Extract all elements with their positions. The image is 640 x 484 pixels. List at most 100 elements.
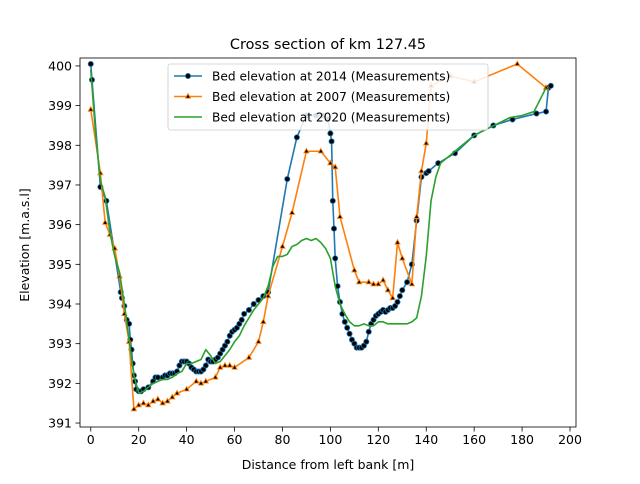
- series-2-point: [192, 377, 200, 384]
- series-2-point: [398, 254, 406, 261]
- series-1-point: [293, 134, 300, 141]
- x-tick-label: 40: [179, 432, 195, 447]
- y-tick-label: 399: [48, 98, 72, 113]
- series-2-point: [413, 212, 420, 219]
- series-2-point: [384, 286, 392, 293]
- series-2-point: [168, 393, 176, 400]
- plot-frame: [79, 57, 577, 428]
- series-2-point: [231, 363, 238, 370]
- series-1-point: [202, 362, 209, 369]
- series-1-point: [394, 299, 401, 306]
- series-1-point: [404, 279, 411, 286]
- series-2-point: [331, 163, 339, 170]
- series-layer: [87, 60, 554, 412]
- y-tick-label: 395: [48, 257, 72, 272]
- series-2-point: [87, 105, 95, 112]
- y-axis-label: Elevation [m.a.s.l]: [17, 188, 32, 302]
- x-tick-label: 140: [414, 432, 438, 447]
- series-2-point: [336, 212, 344, 219]
- series-2-point: [159, 399, 166, 406]
- series-1-point: [425, 168, 432, 175]
- series-2-point: [149, 397, 157, 404]
- series-2-point: [288, 209, 296, 215]
- series-2-point: [202, 377, 210, 384]
- x-tick-label: 0: [87, 432, 95, 447]
- series-1-point: [327, 130, 334, 137]
- series-1-point: [224, 338, 231, 345]
- series-1-point: [332, 255, 339, 262]
- x-tick-label: 100: [318, 432, 342, 447]
- legend-box: [167, 63, 489, 131]
- x-tick-label: 200: [558, 432, 582, 447]
- series-2-point: [164, 397, 171, 404]
- series-1-point: [344, 324, 351, 331]
- series-1-point: [284, 176, 291, 183]
- series-1-point: [241, 310, 248, 317]
- series-1-point: [396, 293, 403, 300]
- y-tick-label: 392: [48, 376, 72, 391]
- x-tick-label: 180: [510, 432, 534, 447]
- series-1-point: [346, 330, 353, 337]
- series-2-point: [221, 361, 229, 368]
- axes-layer: 0 20 40 60 80 100 120 140 160 180 200 391 392 393 394 3…: [48, 57, 582, 447]
- series-1-point: [328, 138, 335, 145]
- y-tick-label: 397: [48, 177, 72, 192]
- series-1-point: [245, 306, 252, 313]
- series-1-point: [330, 225, 337, 232]
- series-1-point: [87, 60, 94, 67]
- series-2-point: [379, 276, 387, 283]
- series-1-point: [341, 318, 348, 325]
- x-tick-label: 160: [462, 432, 486, 447]
- legend-label: Bed elevation at 2007 (Measurements): [212, 90, 450, 104]
- series-1-point: [238, 316, 245, 323]
- series-2-point: [370, 280, 377, 287]
- series-2-point: [140, 399, 147, 406]
- series-1-point: [363, 338, 370, 345]
- series-1-point: [250, 300, 257, 307]
- series-1-point: [329, 197, 336, 204]
- series-2-point: [375, 280, 382, 287]
- x-tick-label: 60: [227, 432, 243, 447]
- series-2-point: [422, 139, 430, 146]
- series-2-point: [101, 218, 109, 225]
- series-2-point: [197, 379, 205, 386]
- series-2-point: [389, 294, 396, 301]
- x-tick-label: 80: [275, 432, 291, 447]
- series-2-point: [418, 167, 425, 174]
- y-tick-label: 391: [48, 416, 72, 431]
- series-2-point: [408, 280, 416, 287]
- series-2-point: [303, 147, 310, 154]
- series-2-point: [135, 401, 142, 408]
- series-2-point: [327, 159, 334, 166]
- series-1-point: [547, 82, 554, 89]
- series-2-point: [394, 238, 401, 245]
- series-2-point: [154, 395, 162, 402]
- y-tick-label: 398: [48, 138, 72, 153]
- series-2-point: [145, 401, 152, 408]
- series-1-point: [399, 287, 406, 294]
- series-2-point: [130, 405, 138, 412]
- chart-title: Cross section of km 127.45: [230, 37, 426, 53]
- series-3: [89, 69, 547, 395]
- series-2-point: [355, 278, 363, 285]
- legend-swatch-marker: [184, 73, 191, 80]
- series-2-point: [216, 363, 224, 370]
- series-1-point: [543, 108, 550, 115]
- series-2-point: [260, 318, 267, 324]
- series-2-point: [245, 353, 253, 360]
- legend-label: Bed elevation at 2014 (Measurements): [212, 70, 450, 84]
- x-axis-label: Distance from left bank [m]: [242, 457, 415, 472]
- y-tick-label: 396: [48, 217, 72, 232]
- series-2-point: [365, 278, 373, 285]
- series-3-line: [89, 69, 547, 395]
- y-tick-label: 394: [48, 297, 72, 312]
- series-2-point: [183, 385, 190, 392]
- series-2-point: [212, 373, 219, 380]
- series-2: [87, 60, 550, 412]
- series-1-point: [533, 110, 540, 117]
- y-tick-label: 400: [48, 58, 72, 73]
- series-1-point: [365, 328, 372, 335]
- x-tick-label: 20: [131, 432, 147, 447]
- x-tick-label: 120: [366, 432, 390, 447]
